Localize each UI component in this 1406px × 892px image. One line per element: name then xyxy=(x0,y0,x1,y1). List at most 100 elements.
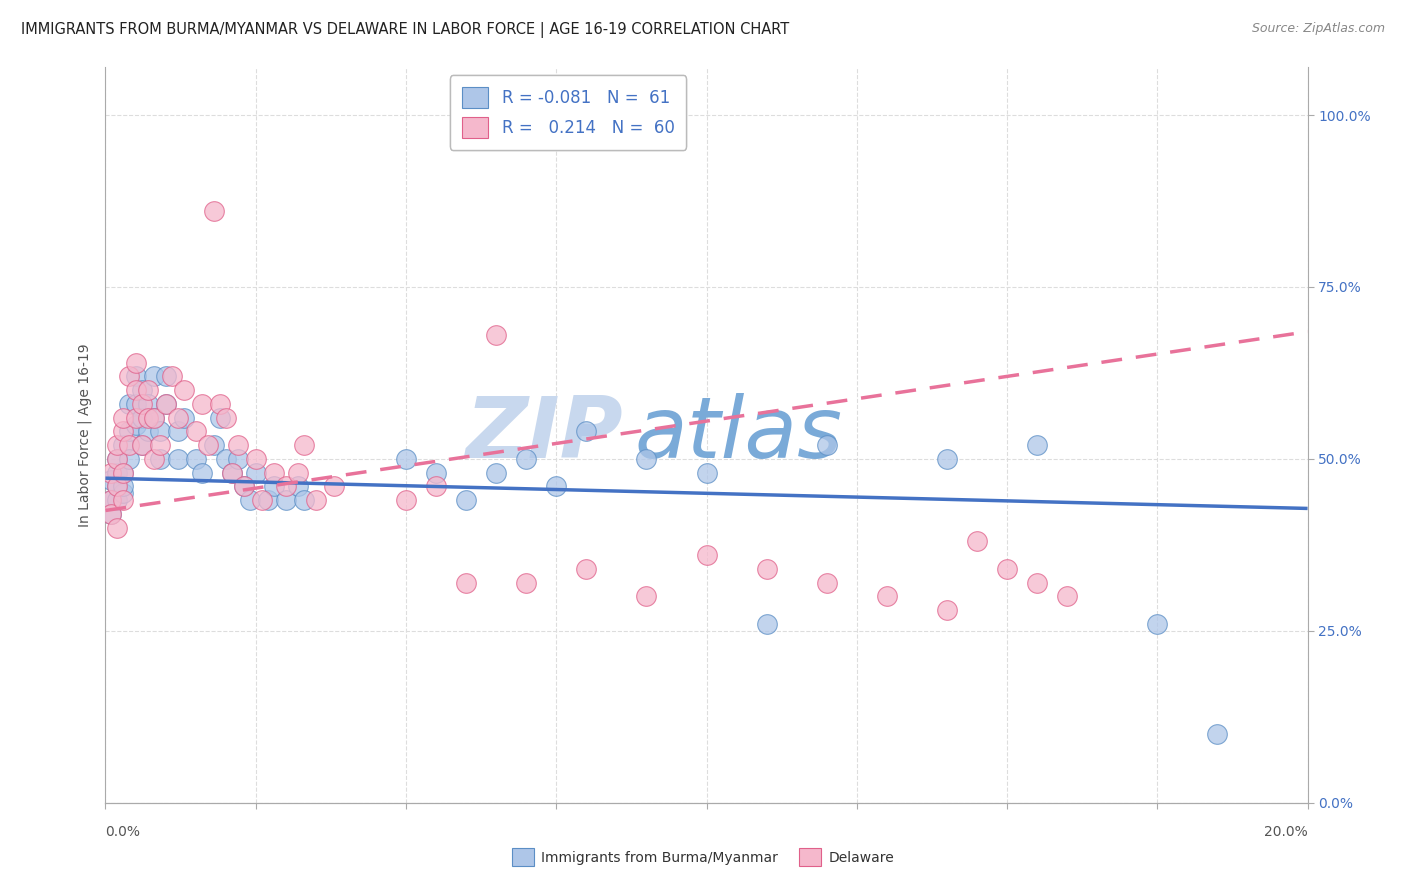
Text: 20.0%: 20.0% xyxy=(1264,825,1308,839)
Point xyxy=(107,479,129,493)
Point xyxy=(124,383,146,397)
Point xyxy=(305,493,328,508)
Point xyxy=(107,451,129,466)
Point xyxy=(131,438,153,452)
Point xyxy=(107,521,129,535)
Point xyxy=(197,438,219,452)
Point xyxy=(100,473,122,487)
Point xyxy=(815,575,838,590)
Point xyxy=(136,425,159,439)
Point xyxy=(131,410,153,425)
Point xyxy=(546,479,568,493)
Point xyxy=(425,479,447,493)
Point xyxy=(142,410,165,425)
Point xyxy=(100,493,122,508)
Point xyxy=(395,451,418,466)
Text: ZIP: ZIP xyxy=(465,393,623,476)
Point xyxy=(112,479,135,493)
Point xyxy=(575,562,598,576)
Point xyxy=(155,397,177,411)
Point xyxy=(454,575,477,590)
Point xyxy=(160,369,183,384)
Point xyxy=(112,410,135,425)
Point xyxy=(636,451,658,466)
Point xyxy=(936,603,959,617)
Point xyxy=(190,466,212,480)
Legend: R = -0.081   N =  61, R =   0.214   N =  60: R = -0.081 N = 61, R = 0.214 N = 60 xyxy=(450,75,686,150)
Point xyxy=(485,328,508,343)
Point xyxy=(118,451,141,466)
Point xyxy=(118,397,141,411)
Point xyxy=(112,466,135,480)
Point xyxy=(485,466,508,480)
Point xyxy=(136,383,159,397)
Text: Source: ZipAtlas.com: Source: ZipAtlas.com xyxy=(1251,22,1385,36)
Point xyxy=(166,451,188,466)
Point xyxy=(245,451,267,466)
Point xyxy=(155,397,177,411)
Point xyxy=(263,479,285,493)
Point xyxy=(107,493,129,508)
Point xyxy=(100,466,122,480)
Point xyxy=(136,397,159,411)
Point xyxy=(112,493,135,508)
Point xyxy=(124,397,146,411)
Point xyxy=(184,425,207,439)
Point xyxy=(214,410,236,425)
Point xyxy=(274,479,297,493)
Point xyxy=(100,507,122,521)
Point xyxy=(755,617,778,632)
Point xyxy=(1026,575,1049,590)
Point xyxy=(936,451,959,466)
Point xyxy=(142,451,165,466)
Point xyxy=(112,486,135,500)
Point xyxy=(112,438,135,452)
Point xyxy=(131,438,153,452)
Point xyxy=(173,410,195,425)
Point xyxy=(118,425,141,439)
Point xyxy=(515,451,537,466)
Point xyxy=(966,534,988,549)
Point xyxy=(226,438,249,452)
Point xyxy=(274,493,297,508)
Point xyxy=(696,548,718,562)
Point xyxy=(226,451,249,466)
Point xyxy=(155,369,177,384)
Point xyxy=(100,507,122,521)
Point xyxy=(214,451,236,466)
Point xyxy=(425,466,447,480)
Point xyxy=(107,479,129,493)
Point xyxy=(142,369,165,384)
Point xyxy=(142,410,165,425)
Point xyxy=(263,466,285,480)
Point xyxy=(124,356,146,370)
Point xyxy=(1056,590,1078,604)
Point xyxy=(755,562,778,576)
Point xyxy=(395,493,418,508)
Point xyxy=(112,425,135,439)
Point xyxy=(202,438,225,452)
Point xyxy=(815,438,838,452)
Point xyxy=(202,204,225,219)
Point xyxy=(322,479,344,493)
Legend: Immigrants from Burma/Myanmar, Delaware: Immigrants from Burma/Myanmar, Delaware xyxy=(506,843,900,871)
Point xyxy=(208,410,231,425)
Point xyxy=(166,425,188,439)
Point xyxy=(148,451,170,466)
Point xyxy=(190,397,212,411)
Point xyxy=(239,493,262,508)
Point xyxy=(107,466,129,480)
Point xyxy=(131,397,153,411)
Point xyxy=(256,493,278,508)
Point xyxy=(107,451,129,466)
Point xyxy=(118,438,141,452)
Point xyxy=(131,383,153,397)
Point xyxy=(1026,438,1049,452)
Point xyxy=(184,451,207,466)
Point xyxy=(173,383,195,397)
Point xyxy=(221,466,243,480)
Point xyxy=(245,466,267,480)
Point xyxy=(148,425,170,439)
Point xyxy=(107,438,129,452)
Point xyxy=(636,590,658,604)
